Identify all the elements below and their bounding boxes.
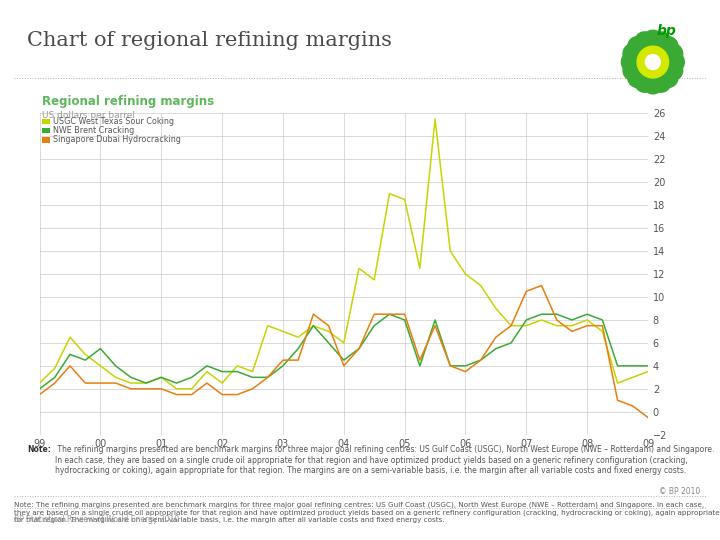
Circle shape xyxy=(643,74,663,94)
Circle shape xyxy=(621,52,642,72)
Circle shape xyxy=(663,44,683,64)
Circle shape xyxy=(658,68,678,87)
Text: NWE Brent Cracking: NWE Brent Cracking xyxy=(53,126,134,135)
Circle shape xyxy=(628,68,647,87)
Circle shape xyxy=(651,32,671,52)
Text: Note: The refining margins presented are benchmark margins for three major goal : Note: The refining margins presented are… xyxy=(14,502,720,523)
Circle shape xyxy=(623,44,643,64)
Circle shape xyxy=(645,55,660,70)
Text: US dollars per barrel: US dollars per barrel xyxy=(42,111,135,120)
Circle shape xyxy=(651,72,671,92)
Circle shape xyxy=(658,37,678,57)
Text: The refining margins presented are benchmark margins for three major goal refini: The refining margins presented are bench… xyxy=(55,446,714,475)
Circle shape xyxy=(623,60,643,80)
Circle shape xyxy=(643,30,663,50)
Circle shape xyxy=(628,37,647,57)
Text: BP Statistical Review of World Energy 2010: BP Statistical Review of World Energy 20… xyxy=(14,516,179,524)
Text: Regional refining margins: Regional refining margins xyxy=(42,95,214,108)
Circle shape xyxy=(635,72,654,92)
Circle shape xyxy=(635,32,654,52)
Text: bp: bp xyxy=(657,24,677,38)
Circle shape xyxy=(663,60,683,80)
Text: Singapore Dubai Hydrocracking: Singapore Dubai Hydrocracking xyxy=(53,136,181,144)
Text: Note:: Note: xyxy=(27,446,51,455)
Text: USGC West Texas Sour Coking: USGC West Texas Sour Coking xyxy=(53,117,174,126)
Circle shape xyxy=(637,46,669,78)
Text: Chart of regional refining margins: Chart of regional refining margins xyxy=(27,31,392,50)
Text: © BP 2010: © BP 2010 xyxy=(659,488,700,496)
Circle shape xyxy=(665,52,684,72)
